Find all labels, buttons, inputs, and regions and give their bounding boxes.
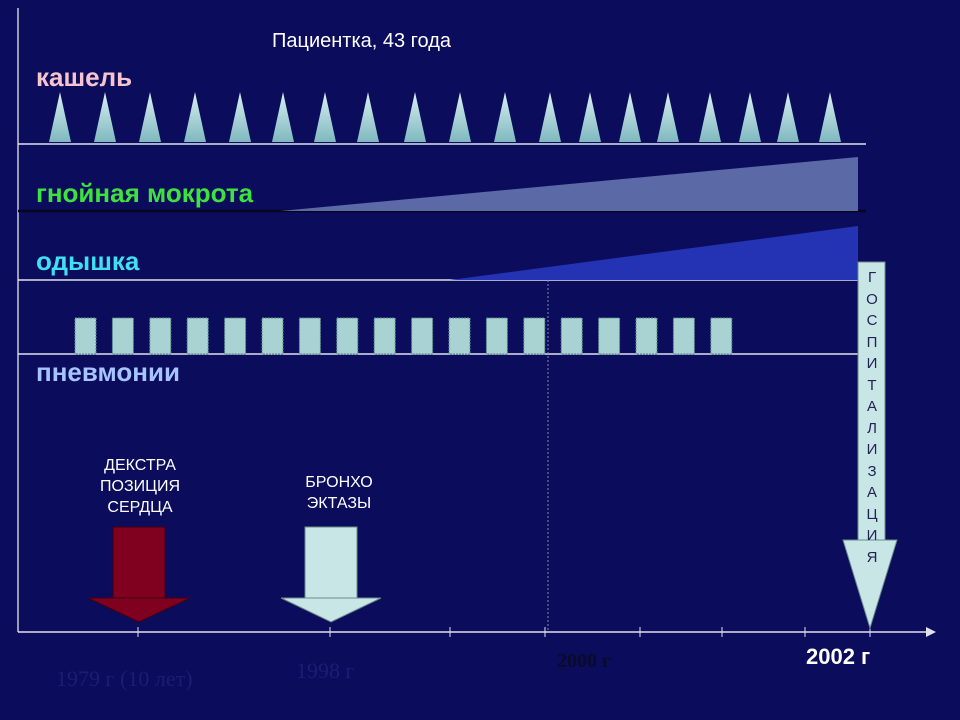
dyspnea-wedge [450,226,858,280]
pneumonia-square [186,317,209,355]
pneumonia-square [224,317,247,355]
annotation-line: СЕРДЦА [107,499,173,516]
cough-triangle [184,92,206,142]
cough-triangle [139,92,161,142]
pneumonia-square [523,317,546,355]
arrow-hosp-head [842,539,898,630]
cough-triangle [739,92,761,142]
cough-triangle [657,92,679,142]
pneumonia-square [298,317,321,355]
cough-triangle [449,92,471,142]
annotation-line: ЭКТАЗЫ [306,495,372,512]
pneumonia-markers [74,317,733,355]
cough-triangle [579,92,601,142]
axis-label: 2000 г [557,650,612,672]
pneumonia-square [411,317,434,355]
hospitalization-label: ГОСПИТАЛИЗАЦИЯ [866,269,878,566]
cough-triangle [357,92,379,142]
pneumonia-square [448,317,471,355]
arrow-dextra [112,526,166,599]
cough-triangle [49,92,71,142]
row-label: пневмонии [36,357,180,387]
annotation-line: ДЕКСТРА [104,457,176,474]
cough-triangle [94,92,116,142]
cough-triangle [777,92,799,142]
arrow-bronch-head [280,597,382,623]
arrow-bronch [304,526,358,599]
annotation: БРОНХО ЭКТАЗЫ [305,472,372,514]
annotation: ДЕКСТРА ПОЗИЦИЯ СЕРДЦА [100,455,180,518]
axis-arrow [926,627,936,637]
cough-triangle [404,92,426,142]
cough-triangle [494,92,516,142]
pneumonia-square [672,317,695,355]
pneumonia-square [149,317,172,355]
row-label: кашель [36,62,133,92]
title: Пациентка, 43 года [272,30,452,52]
cough-triangle [272,92,294,142]
cough-triangle [539,92,561,142]
pneumonia-square [111,317,134,355]
pneumonia-square [485,317,508,355]
cough-triangle [619,92,641,142]
cough-triangle [229,92,251,142]
cough-markers [49,92,841,142]
pneumonia-square [336,317,359,355]
axis-label: 2002 г [806,644,871,669]
arrow-dextra-head [87,597,191,623]
pneumonia-square [710,317,733,355]
annotation-line: БРОНХО [305,474,373,491]
axis-label: 1979 г (10 лет) [56,666,193,691]
cough-triangle [699,92,721,142]
pneumonia-square [560,317,583,355]
axis-label: 1998 г [296,658,355,683]
pneumonia-square [598,317,621,355]
pneumonia-square [373,317,396,355]
pneumonia-square [635,317,658,355]
row-label: одышка [36,246,140,276]
pneumonia-square [74,317,97,355]
sputum-wedge [280,157,858,211]
cough-triangle [819,92,841,142]
row-label: гнойная мокрота [36,178,254,208]
annotation-line: ПОЗИЦИЯ [100,478,180,495]
cough-triangle [314,92,336,142]
pneumonia-square [261,317,284,355]
